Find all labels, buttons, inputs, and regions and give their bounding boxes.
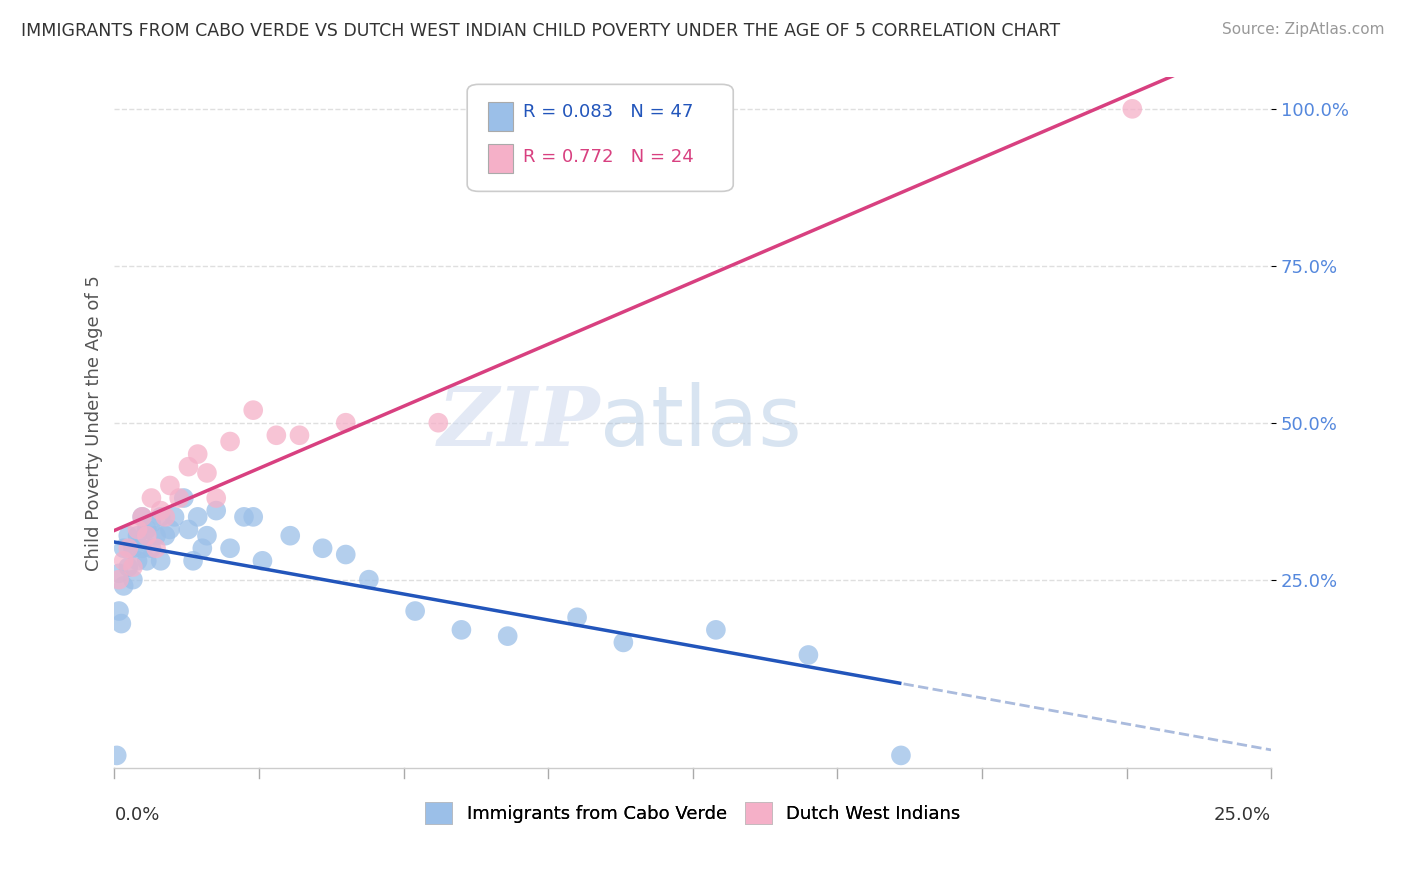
- Point: [612, 635, 634, 649]
- Point: [219, 434, 242, 449]
- Point: [127, 554, 149, 568]
- Text: ZIP: ZIP: [437, 383, 600, 463]
- Point: [242, 509, 264, 524]
- Point: [108, 604, 131, 618]
- Text: R = 0.772   N = 24: R = 0.772 N = 24: [523, 147, 693, 166]
- Point: [159, 478, 181, 492]
- Point: [450, 623, 472, 637]
- Text: IMMIGRANTS FROM CABO VERDE VS DUTCH WEST INDIAN CHILD POVERTY UNDER THE AGE OF 5: IMMIGRANTS FROM CABO VERDE VS DUTCH WEST…: [21, 22, 1060, 40]
- Point: [127, 523, 149, 537]
- Y-axis label: Child Poverty Under the Age of 5: Child Poverty Under the Age of 5: [86, 275, 103, 571]
- Point: [335, 416, 357, 430]
- Text: Source: ZipAtlas.com: Source: ZipAtlas.com: [1222, 22, 1385, 37]
- Point: [181, 554, 204, 568]
- Point: [177, 459, 200, 474]
- Point: [122, 573, 145, 587]
- Point: [149, 503, 172, 517]
- Point: [108, 573, 131, 587]
- Point: [167, 491, 190, 505]
- Point: [135, 529, 157, 543]
- Text: atlas: atlas: [600, 382, 801, 463]
- FancyBboxPatch shape: [467, 85, 734, 192]
- Point: [335, 548, 357, 562]
- Point: [278, 529, 301, 543]
- Point: [110, 616, 132, 631]
- Point: [112, 579, 135, 593]
- Point: [131, 509, 153, 524]
- Point: [159, 523, 181, 537]
- Point: [195, 529, 218, 543]
- Point: [890, 748, 912, 763]
- Point: [163, 509, 186, 524]
- Point: [145, 529, 167, 543]
- Point: [704, 623, 727, 637]
- Point: [195, 466, 218, 480]
- Point: [177, 523, 200, 537]
- Point: [112, 554, 135, 568]
- Point: [117, 541, 139, 556]
- Text: 0.0%: 0.0%: [114, 805, 160, 823]
- Text: 25.0%: 25.0%: [1213, 805, 1271, 823]
- Point: [191, 541, 214, 556]
- Legend: Immigrants from Cabo Verde, Dutch West Indians: Immigrants from Cabo Verde, Dutch West I…: [418, 795, 967, 831]
- Point: [404, 604, 426, 618]
- Point: [135, 523, 157, 537]
- Point: [117, 560, 139, 574]
- Point: [565, 610, 588, 624]
- Point: [131, 509, 153, 524]
- Point: [145, 541, 167, 556]
- Point: [135, 554, 157, 568]
- Point: [427, 416, 450, 430]
- Point: [149, 509, 172, 524]
- Point: [122, 541, 145, 556]
- Point: [1121, 102, 1143, 116]
- Point: [112, 541, 135, 556]
- Point: [108, 566, 131, 581]
- Point: [141, 541, 163, 556]
- Text: R = 0.083   N = 47: R = 0.083 N = 47: [523, 103, 693, 120]
- Point: [149, 554, 172, 568]
- Point: [288, 428, 311, 442]
- Point: [187, 447, 209, 461]
- Point: [797, 648, 820, 662]
- Point: [205, 491, 228, 505]
- Point: [155, 529, 177, 543]
- Point: [122, 560, 145, 574]
- Point: [496, 629, 519, 643]
- Point: [117, 529, 139, 543]
- FancyBboxPatch shape: [488, 103, 513, 131]
- Point: [155, 509, 177, 524]
- Point: [105, 748, 128, 763]
- Point: [357, 573, 380, 587]
- Point: [141, 491, 163, 505]
- Point: [233, 509, 256, 524]
- Point: [252, 554, 274, 568]
- Point: [141, 516, 163, 530]
- Point: [187, 509, 209, 524]
- Point: [205, 503, 228, 517]
- FancyBboxPatch shape: [488, 145, 513, 173]
- Point: [219, 541, 242, 556]
- Point: [131, 541, 153, 556]
- Point: [173, 491, 195, 505]
- Point: [242, 403, 264, 417]
- Point: [127, 529, 149, 543]
- Point: [266, 428, 288, 442]
- Point: [311, 541, 333, 556]
